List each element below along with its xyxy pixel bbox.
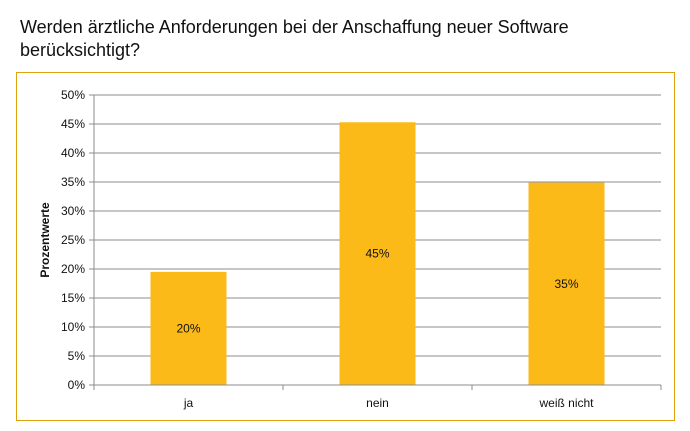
y-tick-label: 15%: [61, 291, 85, 305]
y-tick-label: 45%: [61, 117, 85, 131]
data-label: 35%: [554, 277, 578, 291]
y-tick-label: 10%: [61, 320, 85, 334]
chart-title: Werden ärztliche Anforderungen bei der A…: [20, 17, 569, 60]
chart-frame: 0% 5% 10% 15% 20% 25% 30% 35% 40% 45% 50% Prozentwe…: [16, 72, 675, 421]
bar-2: [339, 122, 416, 385]
y-tick-label: 30%: [61, 204, 85, 218]
y-tick-label: 35%: [61, 175, 85, 189]
bar-3: [528, 182, 605, 385]
y-tick-label: 5%: [68, 349, 86, 363]
y-axis-title: Prozentwerte: [38, 202, 52, 278]
y-tick-label: 0%: [68, 378, 86, 392]
data-label: 45%: [365, 247, 389, 261]
y-tick-label: 25%: [61, 233, 85, 247]
x-tick-label: weiß nicht: [538, 396, 594, 410]
y-tick-label: 40%: [61, 146, 85, 160]
y-tick-label: 20%: [61, 262, 85, 276]
y-tick-label: 50%: [61, 88, 85, 102]
x-tick-label: nein: [366, 396, 389, 410]
data-label: 20%: [176, 321, 200, 335]
bar-chart: 0% 5% 10% 15% 20% 25% 30% 35% 40% 45% 50% Prozentwe…: [38, 88, 662, 410]
bar-1: [150, 271, 227, 385]
x-tick-label: ja: [183, 396, 194, 410]
